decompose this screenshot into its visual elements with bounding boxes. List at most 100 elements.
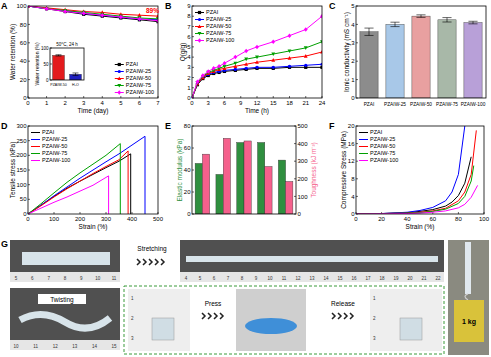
arrow [143, 259, 146, 265]
ruler-label: 7 [227, 276, 230, 281]
chart: 012345678903691215182124Time (h)Q(g/g)PZ… [179, 3, 326, 115]
x-tick-label: 300 [101, 216, 112, 222]
y-tick-label: 100 [16, 3, 27, 9]
arrow [344, 313, 347, 319]
chart: 012345PZAIPZAIW-25PZAIW-50PZAIW-75PZAIW-… [343, 3, 486, 106]
y-tick-label: 7 [187, 24, 191, 30]
marker [255, 66, 258, 69]
bar [438, 20, 456, 98]
legend: PZAIPZAIW-25PZAIW-50PZAIW-75PZAIW-100 [31, 129, 70, 163]
y-tick-label: 40 [184, 167, 191, 173]
arrow [220, 313, 223, 319]
marker [118, 63, 121, 66]
photo [10, 288, 120, 350]
legend-label: PZAIW-75 [206, 30, 231, 36]
legend-label: PZAI [126, 61, 139, 67]
error-bar [73, 73, 79, 76]
x-tick-label: 400 [127, 216, 138, 222]
ruler-label: 6 [213, 276, 216, 281]
bar [53, 55, 65, 80]
marks [28, 136, 145, 214]
ruler-label: 11 [33, 344, 38, 349]
bar [223, 138, 230, 214]
marker [100, 13, 104, 17]
hook [465, 294, 468, 300]
ruler [10, 272, 120, 282]
hydrogel [186, 256, 438, 262]
series-line [28, 144, 120, 214]
marker [244, 58, 248, 62]
legend-swatch [359, 132, 368, 133]
ruler-label: 9 [255, 276, 258, 281]
x-tick-label: 20 [378, 216, 385, 222]
category-label: PZAIW-25 [384, 102, 406, 107]
bar [412, 16, 430, 98]
series-line [356, 185, 478, 214]
legend: PZAIPZAIW-25PZAIW-50PZAIW-75PZAIW-100 [359, 129, 398, 163]
bar [286, 181, 293, 214]
plot-frame [50, 48, 84, 80]
bar [386, 24, 404, 98]
marks [192, 14, 322, 98]
panel-letter: G [1, 239, 8, 249]
marks [360, 15, 482, 98]
bar [216, 174, 223, 214]
plot-frame [28, 126, 158, 214]
marker [206, 69, 210, 73]
ruler-label: 20 [407, 276, 413, 281]
x-tick-label: 100 [479, 216, 490, 222]
ruler-label: 12 [295, 276, 301, 281]
error-bar [416, 15, 425, 18]
x-axis-label: Strain (%) [406, 223, 435, 231]
marker [63, 9, 67, 13]
x-axis-label: Time (day) [78, 107, 109, 115]
plot-frame [356, 6, 486, 98]
bar [237, 143, 244, 215]
error-bar [56, 55, 62, 56]
chart: 050100PZAIW-50H₂O50°C, 24 hWater retenti… [34, 42, 84, 87]
x-tick-label: 24 [319, 100, 326, 106]
marker [117, 76, 121, 80]
marker [271, 58, 275, 62]
y-tick-label: 8 [187, 13, 191, 19]
marker [244, 49, 248, 53]
chart-title: 50°C, 24 h [56, 42, 78, 47]
y-tick-label: 4 [351, 22, 355, 28]
x-tick-label: 0 [190, 100, 194, 106]
series-line [356, 126, 465, 214]
y-tick-label: 0 [351, 95, 355, 101]
y-tick-label: 80 [20, 22, 27, 28]
y-tick-label: 3 [351, 40, 355, 46]
panel-letter: F [329, 121, 335, 131]
error-bar [364, 28, 373, 35]
y2-tick-label: 400 [298, 141, 309, 147]
ruler-label: 15 [337, 276, 343, 281]
label-box [128, 243, 176, 253]
group-box [124, 286, 444, 354]
marker [201, 73, 205, 77]
bar [464, 23, 482, 98]
y-tick-label: 100 [16, 182, 27, 188]
y-tick-label: 5 [187, 44, 191, 50]
x-tick-label: 3 [207, 100, 211, 106]
chart: 0501001502002503000100200300400500Strain… [9, 123, 164, 231]
marker [288, 65, 291, 68]
arrow [202, 313, 205, 319]
legend-label: PZAI [206, 9, 219, 15]
legend: PZAIPZAIW-25PZAIW-50PZAIW-75PZAIW-100 [195, 9, 234, 43]
x-tick-label: 12 [254, 100, 261, 106]
chart: 02040608010001234567Time (day)Water rete… [9, 3, 161, 115]
figure: 02040608010001234567Time (day)Water rete… [0, 0, 491, 357]
error-bar [390, 22, 399, 26]
weight [454, 300, 484, 342]
legend-swatch [359, 160, 368, 161]
y-axis-label: Water retention (%) [34, 42, 40, 85]
legend-swatch [31, 160, 40, 161]
x-tick-label: 200 [75, 216, 86, 222]
y-tick-label: 20 [20, 77, 27, 83]
panel-letter: E [165, 121, 171, 131]
hydrogel [400, 318, 422, 340]
x-tick-label: 6 [223, 100, 227, 106]
ruler-label: 5 [15, 276, 18, 281]
x-tick-label: 2 [63, 100, 67, 106]
